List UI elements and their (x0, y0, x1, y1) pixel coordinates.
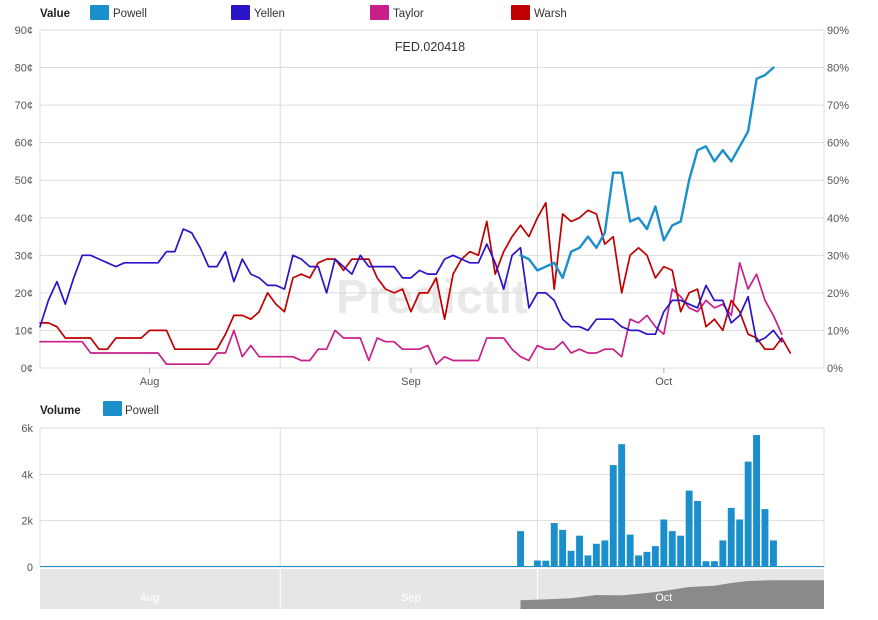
navigator[interactable]: Aug Sep Oct (40, 569, 824, 609)
navigator-area (520, 580, 824, 609)
value-grid (39, 29, 825, 369)
value-y-tick-right: 90% (827, 25, 849, 37)
value-y-tick-left: 40¢ (15, 213, 33, 225)
value-y-tick-left: 80¢ (15, 63, 33, 75)
volume-bar (753, 435, 760, 567)
volume-bar (668, 531, 676, 567)
value-y-tick-right: 10% (827, 325, 849, 337)
value-series (39, 66, 792, 366)
value-legend-title: Value (40, 8, 70, 20)
value-y-tick-right: 40% (827, 213, 849, 225)
volume-grid (39, 427, 825, 568)
value-y-tick-left: 10¢ (15, 325, 33, 337)
volume-bar (694, 501, 701, 567)
series-line-warsh (39, 201, 792, 354)
volume-bar (770, 540, 777, 567)
volume-bar (517, 531, 524, 567)
value-plot: PredictIt FED.020418 0¢ 10¢ 20¢ 30¢ 40¢ 50¢ 60… (15, 25, 850, 388)
volume-bar (592, 543, 600, 567)
value-y-axis-left: 0¢ 10¢ 20¢ 30¢ 40¢ 50¢ 60¢ 70¢ 80¢ 90¢ (15, 25, 33, 375)
volume-legend-swatch-powell[interactable] (103, 401, 122, 416)
volume-bar (542, 560, 550, 567)
value-y-tick-right: 60% (827, 138, 849, 150)
volume-y-tick: 0 (27, 562, 33, 574)
volume-bar (711, 561, 718, 567)
volume-y-tick: 4k (21, 469, 33, 481)
volume-bar (626, 534, 634, 567)
volume-bar (609, 465, 617, 567)
legend-swatch-yellen[interactable] (231, 5, 250, 20)
volume-bar (559, 529, 567, 567)
value-y-tick-left: 60¢ (15, 138, 33, 150)
volume-bar (719, 540, 727, 567)
legend-swatch-powell[interactable] (90, 5, 109, 20)
volume-bar (643, 551, 651, 567)
volume-legend-title: Volume (40, 405, 81, 417)
series-line-yellen (39, 228, 783, 343)
volume-y-tick: 2k (21, 516, 33, 528)
value-x-tick-sep: Sep (401, 376, 421, 388)
volume-bar (651, 546, 659, 567)
volume-bar (727, 507, 735, 567)
volume-y-tick: 6k (21, 423, 33, 435)
volume-bar (685, 490, 693, 567)
value-y-tick-right: 0% (827, 363, 843, 375)
value-x-axis: Aug Sep Oct (140, 368, 672, 388)
value-y-tick-right: 20% (827, 288, 849, 300)
volume-plot: 0 2k 4k 6k (21, 423, 825, 574)
legend-label-warsh[interactable]: Warsh (534, 8, 567, 20)
volume-bar (576, 535, 583, 567)
volume-bars (517, 435, 777, 567)
volume-bar (567, 550, 575, 567)
volume-legend: Volume Powell (40, 401, 159, 417)
volume-legend-label-powell[interactable]: Powell (125, 405, 159, 417)
value-y-tick-right: 70% (827, 100, 849, 112)
navigator-tick-aug: Aug (140, 592, 160, 604)
volume-bar (601, 540, 609, 567)
volume-bar (584, 555, 592, 567)
legend-label-taylor[interactable]: Taylor (393, 8, 424, 20)
value-y-tick-left: 20¢ (15, 288, 33, 300)
value-y-tick-right: 50% (827, 175, 849, 187)
series-line-taylor (39, 261, 783, 366)
volume-bar (736, 519, 744, 567)
volume-bar (618, 444, 626, 567)
legend-label-powell[interactable]: Powell (113, 8, 147, 20)
legend-swatch-warsh[interactable] (511, 5, 530, 20)
volume-bar (533, 560, 541, 567)
navigator-tick-sep: Sep (401, 592, 421, 604)
value-legend: Value Powell Yellen Taylor Warsh (40, 5, 567, 20)
value-y-tick-left: 30¢ (15, 250, 33, 262)
value-y-tick-left: 0¢ (21, 363, 33, 375)
volume-bar (677, 535, 685, 567)
value-x-tick-oct: Oct (655, 376, 672, 388)
volume-y-axis: 0 2k 4k 6k (21, 423, 33, 574)
value-y-tick-left: 50¢ (15, 175, 33, 187)
value-y-axis-right: 0% 10% 20% 30% 40% 50% 60% 70% 80% 90% (827, 25, 849, 375)
legend-swatch-taylor[interactable] (370, 5, 389, 20)
volume-bar (761, 509, 769, 567)
watermark: PredictIt (336, 271, 528, 324)
series-line-powell (519, 66, 775, 280)
value-y-tick-left: 90¢ (15, 25, 33, 37)
volume-bar (660, 519, 668, 567)
value-x-tick-aug: Aug (140, 376, 160, 388)
volume-bar (702, 561, 710, 567)
volume-bar (550, 523, 558, 567)
navigator-ticks: Aug Sep Oct (140, 592, 673, 604)
value-y-tick-right: 80% (827, 63, 849, 75)
value-y-tick-right: 30% (827, 250, 849, 262)
value-y-tick-left: 70¢ (15, 100, 33, 112)
volume-bar (744, 461, 752, 567)
legend-label-yellen[interactable]: Yellen (254, 8, 285, 20)
navigator-tick-oct: Oct (655, 592, 672, 604)
volume-bar (635, 555, 642, 567)
chart-title: FED.020418 (395, 40, 465, 54)
